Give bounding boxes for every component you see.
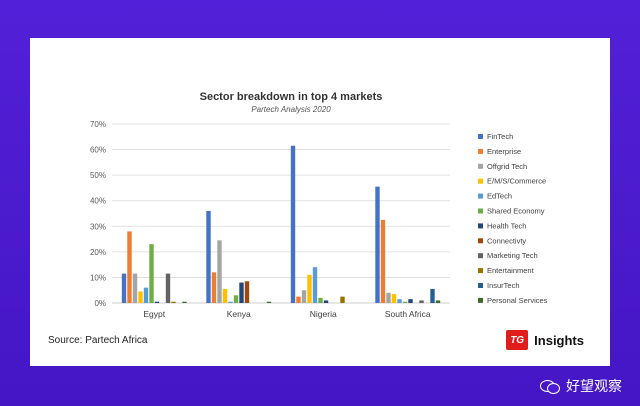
bar (402, 301, 408, 303)
legend-entry: EdTech (487, 192, 512, 201)
bar (138, 291, 143, 303)
bar (154, 301, 160, 303)
bar (323, 300, 329, 303)
bar (419, 300, 424, 303)
y-tick-label: 60% (90, 146, 106, 155)
bar (228, 301, 233, 303)
legend-entry: Health Tech (487, 221, 526, 230)
bar (375, 186, 380, 303)
legend-swatch (478, 134, 483, 139)
x-tick-label: Nigeria (310, 309, 337, 319)
x-tick-label: Kenya (227, 309, 251, 319)
legend-swatch (478, 163, 483, 169)
legend-entry: InsurTech (487, 281, 520, 290)
legend-entry: Enterprise (487, 147, 521, 156)
bar (132, 273, 138, 303)
bar (233, 295, 239, 303)
wechat-icon (540, 378, 560, 394)
bar (380, 219, 386, 303)
legend-swatch (478, 223, 483, 229)
chart-title: Sector breakdown in top 4 markets (200, 91, 383, 103)
bar (206, 210, 211, 303)
legend-swatch (478, 238, 483, 244)
bar (435, 300, 441, 303)
sector-breakdown-chart: Sector breakdown in top 4 markets Partech… (90, 91, 548, 319)
bar (290, 145, 296, 303)
legend-swatch (478, 268, 483, 274)
watermark-text: 好望观察 (566, 379, 622, 395)
bar (121, 273, 127, 303)
y-tick-label: 50% (90, 171, 106, 180)
bar (165, 273, 171, 303)
bar (296, 296, 301, 303)
legend-swatch (478, 208, 483, 214)
chart-subtitle: Partech Analysis 2020 (251, 105, 331, 114)
legend-swatch (478, 253, 483, 259)
y-tick-label: 40% (90, 197, 106, 206)
x-tick-label: South Africa (385, 309, 431, 319)
legend-swatch (478, 148, 483, 154)
legend-swatch (478, 283, 483, 288)
legend-entry: FinTech (487, 132, 513, 141)
y-tick-label: 30% (90, 222, 106, 231)
y-tick-label: 70% (90, 120, 106, 129)
y-tick-label: 10% (90, 273, 106, 282)
bar (408, 299, 413, 303)
brand-logo: TG Insights (506, 330, 584, 350)
bar (340, 296, 345, 303)
brand-text: Insights (534, 332, 584, 348)
legend-swatch (478, 193, 483, 199)
legend-swatch (478, 297, 483, 303)
legend-swatch (478, 178, 483, 184)
y-tick-label: 20% (90, 248, 106, 257)
legend-entry: Offgrid Tech (487, 162, 527, 171)
legend-entry: Entertainment (487, 266, 535, 275)
bar (222, 288, 228, 303)
legend-entry: Connectivty (487, 236, 526, 245)
bar (143, 287, 149, 303)
legend-entry: Personal Services (487, 296, 548, 305)
y-tick-label: 0% (94, 299, 106, 308)
bar (171, 301, 176, 303)
legend-entry: E/M/S/Commerce (487, 177, 546, 186)
watermark: 好望观察 (540, 376, 622, 396)
bar (318, 297, 323, 303)
bar (217, 240, 222, 303)
bar (266, 301, 272, 303)
bar (307, 274, 312, 303)
bar (182, 301, 187, 303)
bar (211, 272, 217, 303)
bar (430, 288, 435, 303)
source-note: Source: Partech Africa (48, 335, 148, 346)
legend-entry: Marketing Tech (487, 251, 538, 260)
bar (312, 267, 318, 303)
bar (301, 290, 307, 303)
chart-card: Sector breakdown in top 4 markets Partech… (30, 38, 610, 366)
bar (239, 282, 244, 303)
bar (397, 299, 402, 303)
bar (391, 294, 397, 303)
legend-entry: Shared Economy (487, 207, 545, 216)
bar (149, 244, 154, 303)
bar (127, 231, 132, 303)
bar (386, 292, 391, 303)
brand-mark: TG (506, 330, 529, 350)
x-tick-label: Egypt (143, 309, 165, 319)
bar (244, 281, 250, 303)
